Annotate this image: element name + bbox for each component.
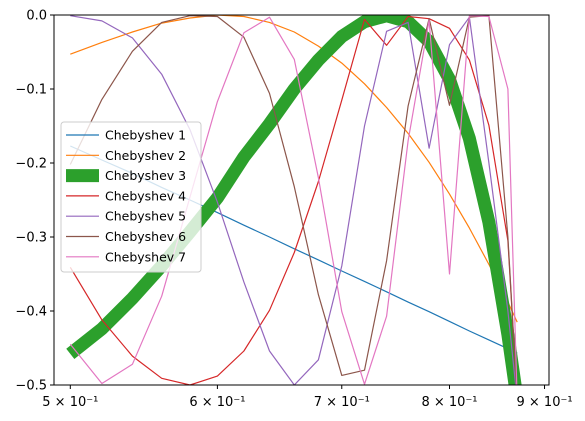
x-tick-label: 9 × 10⁻¹ [517, 395, 573, 410]
legend: Chebyshev 1 Chebyshev 2 Chebyshev 3 Chebysh… [60, 121, 202, 273]
legend-label-6: Chebyshev 6 [105, 229, 186, 244]
legend-label-2: Chebyshev 2 [105, 148, 186, 163]
legend-label-4: Chebyshev 4 [105, 188, 186, 203]
y-tick-label: −0.1 [15, 83, 47, 98]
series-line-6 [69, 15, 517, 385]
x-tick-label: 7 × 10⁻¹ [314, 395, 370, 410]
series-line-5 [70, 15, 517, 385]
legend-label-5: Chebyshev 5 [105, 209, 186, 224]
legend-label-1: Chebyshev 1 [105, 128, 186, 143]
y-tick-label: −0.3 [15, 231, 47, 246]
legend-label-3: Chebyshev 3 [105, 168, 186, 183]
y-axis: 0.0 −0.1 −0.2 −0.3 −0.4 −0.5 [15, 9, 54, 394]
legend-label-7: Chebyshev 7 [105, 249, 186, 264]
y-tick-label: −0.2 [15, 157, 47, 172]
series-line-7 [69, 15, 518, 385]
plot-frame [53, 14, 550, 386]
x-axis: 5 × 10⁻¹ 6 × 10⁻¹ 7 × 10⁻¹ 8 × 10⁻¹ 9 × 10⁻¹ [42, 385, 573, 410]
y-tick-label: 0.0 [26, 9, 47, 24]
x-tick-label: 6 × 10⁻¹ [189, 395, 245, 410]
x-tick-label: 5 × 10⁻¹ [42, 395, 98, 410]
y-tick-label: −0.5 [15, 379, 47, 394]
y-tick-label: −0.4 [15, 305, 47, 320]
legend-frame [60, 121, 202, 273]
x-tick-label: 8 × 10⁻¹ [421, 395, 477, 410]
